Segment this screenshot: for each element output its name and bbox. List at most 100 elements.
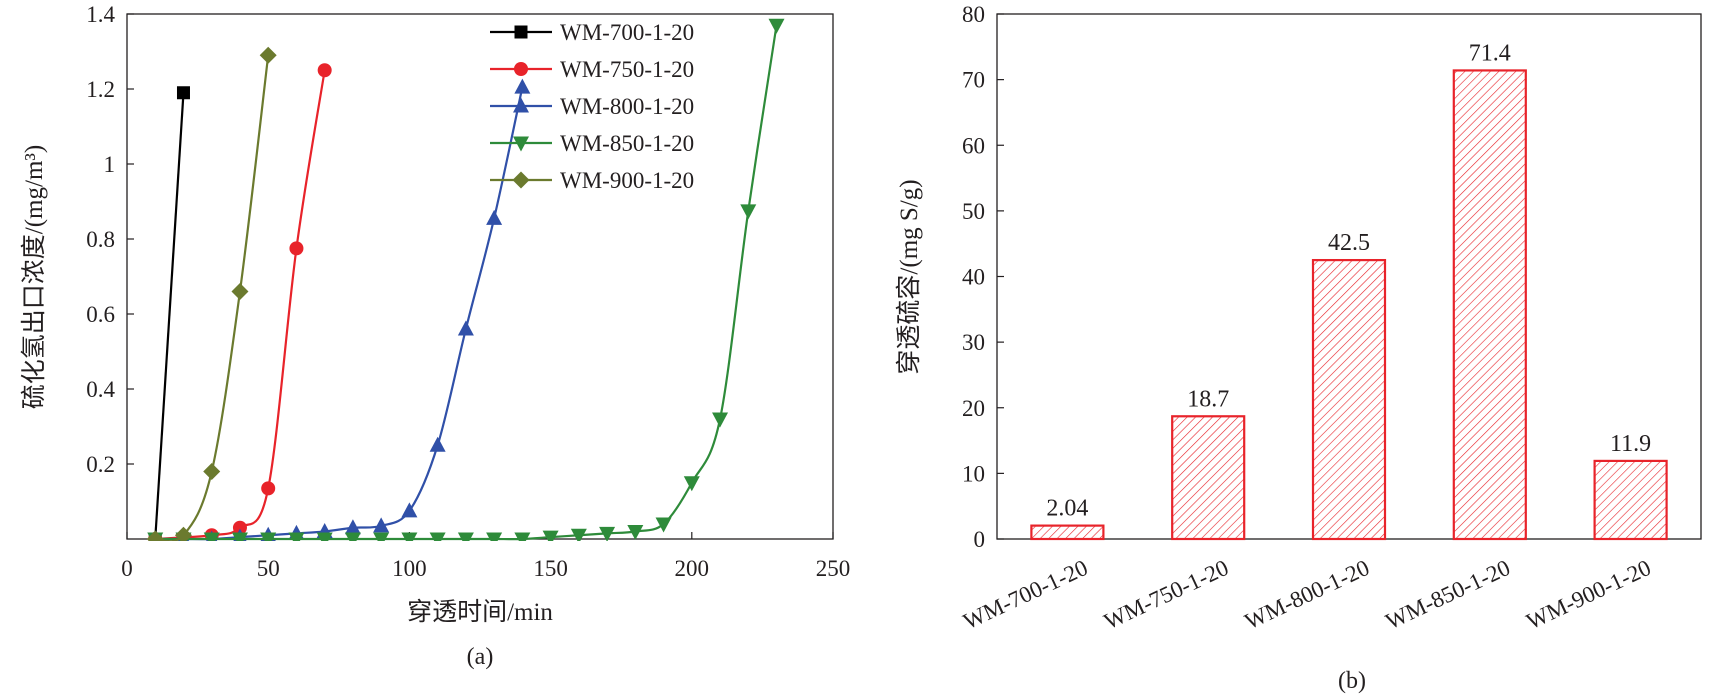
legend-marker bbox=[512, 171, 530, 189]
y-tick-label: 30 bbox=[962, 330, 985, 355]
bar-group-wm-800-1-20: 42.5 bbox=[1311, 230, 1387, 541]
x-axis-ticks: 0 50 100 150 200 250 bbox=[121, 532, 850, 581]
line-chart-panel: 0 50 100 150 200 250 0.2 0.4 0.6 0.8 1 1.2 1.4 WM-7… bbox=[20, 2, 850, 670]
legend-marker bbox=[514, 25, 528, 39]
data-point bbox=[740, 204, 757, 220]
bar-group-wm-900-1-20: 11.9 bbox=[1593, 431, 1668, 541]
data-point bbox=[401, 502, 418, 518]
series-line bbox=[154, 92, 185, 540]
data-point bbox=[514, 78, 531, 94]
series-wm-850-1-20 bbox=[147, 18, 785, 541]
data-point bbox=[429, 532, 446, 541]
y-tick-label: 70 bbox=[962, 68, 985, 93]
y-tick-label: 0 bbox=[974, 527, 986, 552]
data-point bbox=[627, 525, 644, 540]
x-tick-label: 200 bbox=[675, 556, 710, 581]
y-axis-ticks: 0 10 20 30 40 50 60 70 80 bbox=[962, 2, 1004, 552]
series-wm-800-1-20 bbox=[149, 78, 531, 541]
bar-value-label: 42.5 bbox=[1328, 230, 1370, 256]
series-wm-900-1-20 bbox=[146, 46, 277, 541]
x-tick-label: 100 bbox=[392, 556, 427, 581]
y-tick-label: 20 bbox=[962, 396, 985, 421]
data-point bbox=[768, 18, 785, 34]
category-labels: WM-700-1-20 WM-750-1-20 WM-800-1-20 WM-850-… bbox=[959, 555, 1654, 634]
y-axis-ticks: 0.2 0.4 0.6 0.8 1 1.2 1.4 bbox=[86, 2, 134, 477]
bar-value-label: 71.4 bbox=[1469, 40, 1511, 66]
panel-label-a: (a) bbox=[467, 644, 494, 670]
data-point bbox=[231, 283, 249, 300]
data-point bbox=[232, 520, 247, 535]
y-tick-label: 1 bbox=[104, 152, 116, 177]
legend-item-wm-750-1-20: WM-750-1-20 bbox=[490, 57, 694, 82]
legend-marker bbox=[513, 136, 529, 152]
y-tick-label: 0.4 bbox=[86, 377, 115, 402]
bar bbox=[1311, 258, 1387, 541]
legend-item-wm-700-1-20: WM-700-1-20 bbox=[490, 20, 694, 45]
legend: WM-700-1-20 WM-750-1-20 WM-800-1-20 WM-850-… bbox=[490, 20, 694, 193]
data-point bbox=[259, 46, 277, 64]
x-axis-label: 穿透时间/min bbox=[407, 598, 553, 626]
data-point bbox=[599, 526, 616, 541]
category-label: WM-750-1-20 bbox=[1100, 555, 1232, 634]
bar bbox=[1171, 415, 1246, 541]
bar-group-wm-700-1-20: 2.04 bbox=[1030, 496, 1105, 541]
data-point bbox=[514, 532, 531, 541]
data-point bbox=[317, 63, 332, 78]
x-tick-label: 0 bbox=[121, 556, 133, 581]
panel-label-b: (b) bbox=[1338, 668, 1366, 694]
bar bbox=[1030, 524, 1105, 541]
category-label: WM-900-1-20 bbox=[1523, 555, 1655, 634]
data-point bbox=[401, 532, 418, 541]
series-wm-700-1-20 bbox=[148, 86, 190, 541]
y-tick-label: 0.8 bbox=[86, 227, 115, 252]
series-layer bbox=[146, 18, 785, 541]
legend-label: WM-850-1-20 bbox=[560, 131, 694, 156]
legend-label: WM-700-1-20 bbox=[560, 20, 694, 45]
data-point bbox=[146, 530, 164, 541]
y-tick-label: 1.2 bbox=[86, 77, 115, 102]
bar-chart-panel: 0 10 20 30 40 50 60 70 80 2.04 18.7 42.5 71.4 11.9 W… bbox=[895, 2, 1702, 694]
x-tick-label: 150 bbox=[533, 556, 568, 581]
data-point bbox=[373, 532, 390, 541]
data-point bbox=[344, 532, 361, 541]
data-point bbox=[570, 528, 587, 541]
legend-label: WM-800-1-20 bbox=[560, 94, 694, 119]
data-point bbox=[260, 532, 277, 541]
data-point bbox=[203, 463, 221, 480]
data-point bbox=[344, 519, 361, 535]
data-point bbox=[231, 532, 248, 541]
data-point bbox=[486, 209, 503, 225]
y-tick-label: 0.2 bbox=[86, 452, 115, 477]
y-tick-label: 40 bbox=[962, 265, 985, 290]
legend-item-wm-850-1-20: WM-850-1-20 bbox=[490, 131, 694, 156]
data-point bbox=[542, 530, 559, 541]
series-wm-750-1-20 bbox=[148, 63, 332, 541]
bar-value-label: 18.7 bbox=[1187, 386, 1229, 412]
data-point bbox=[288, 532, 305, 541]
bar bbox=[1593, 459, 1668, 541]
y-tick-label: 10 bbox=[962, 461, 985, 486]
data-point bbox=[486, 532, 503, 541]
x-tick-label: 250 bbox=[816, 556, 851, 581]
legend-item-wm-900-1-20: WM-900-1-20 bbox=[490, 168, 694, 193]
bar-value-label: 2.04 bbox=[1046, 496, 1088, 522]
data-point bbox=[429, 436, 446, 452]
y-tick-label: 60 bbox=[962, 133, 985, 158]
data-point bbox=[176, 86, 190, 100]
y-tick-label: 80 bbox=[962, 2, 985, 27]
y-axis-label: 穿透硫容/(mg S/g) bbox=[895, 179, 923, 374]
data-point bbox=[457, 532, 474, 541]
bar-value-label: 11.9 bbox=[1610, 431, 1651, 457]
data-point bbox=[373, 517, 390, 533]
legend-label: WM-750-1-20 bbox=[560, 57, 694, 82]
category-label: WM-700-1-20 bbox=[959, 555, 1091, 634]
category-label: WM-850-1-20 bbox=[1382, 555, 1514, 634]
y-tick-label: 0.6 bbox=[86, 302, 115, 327]
legend-marker bbox=[513, 97, 529, 113]
bar bbox=[1452, 69, 1527, 541]
bar-group-wm-750-1-20: 18.7 bbox=[1171, 386, 1246, 541]
data-point bbox=[655, 517, 672, 533]
y-axis-label: 硫化氢出口浓度/(mg/m³) bbox=[20, 145, 48, 409]
bars-layer: 2.04 18.7 42.5 71.4 11.9 bbox=[1030, 40, 1668, 541]
y-tick-label: 1.4 bbox=[86, 2, 115, 27]
